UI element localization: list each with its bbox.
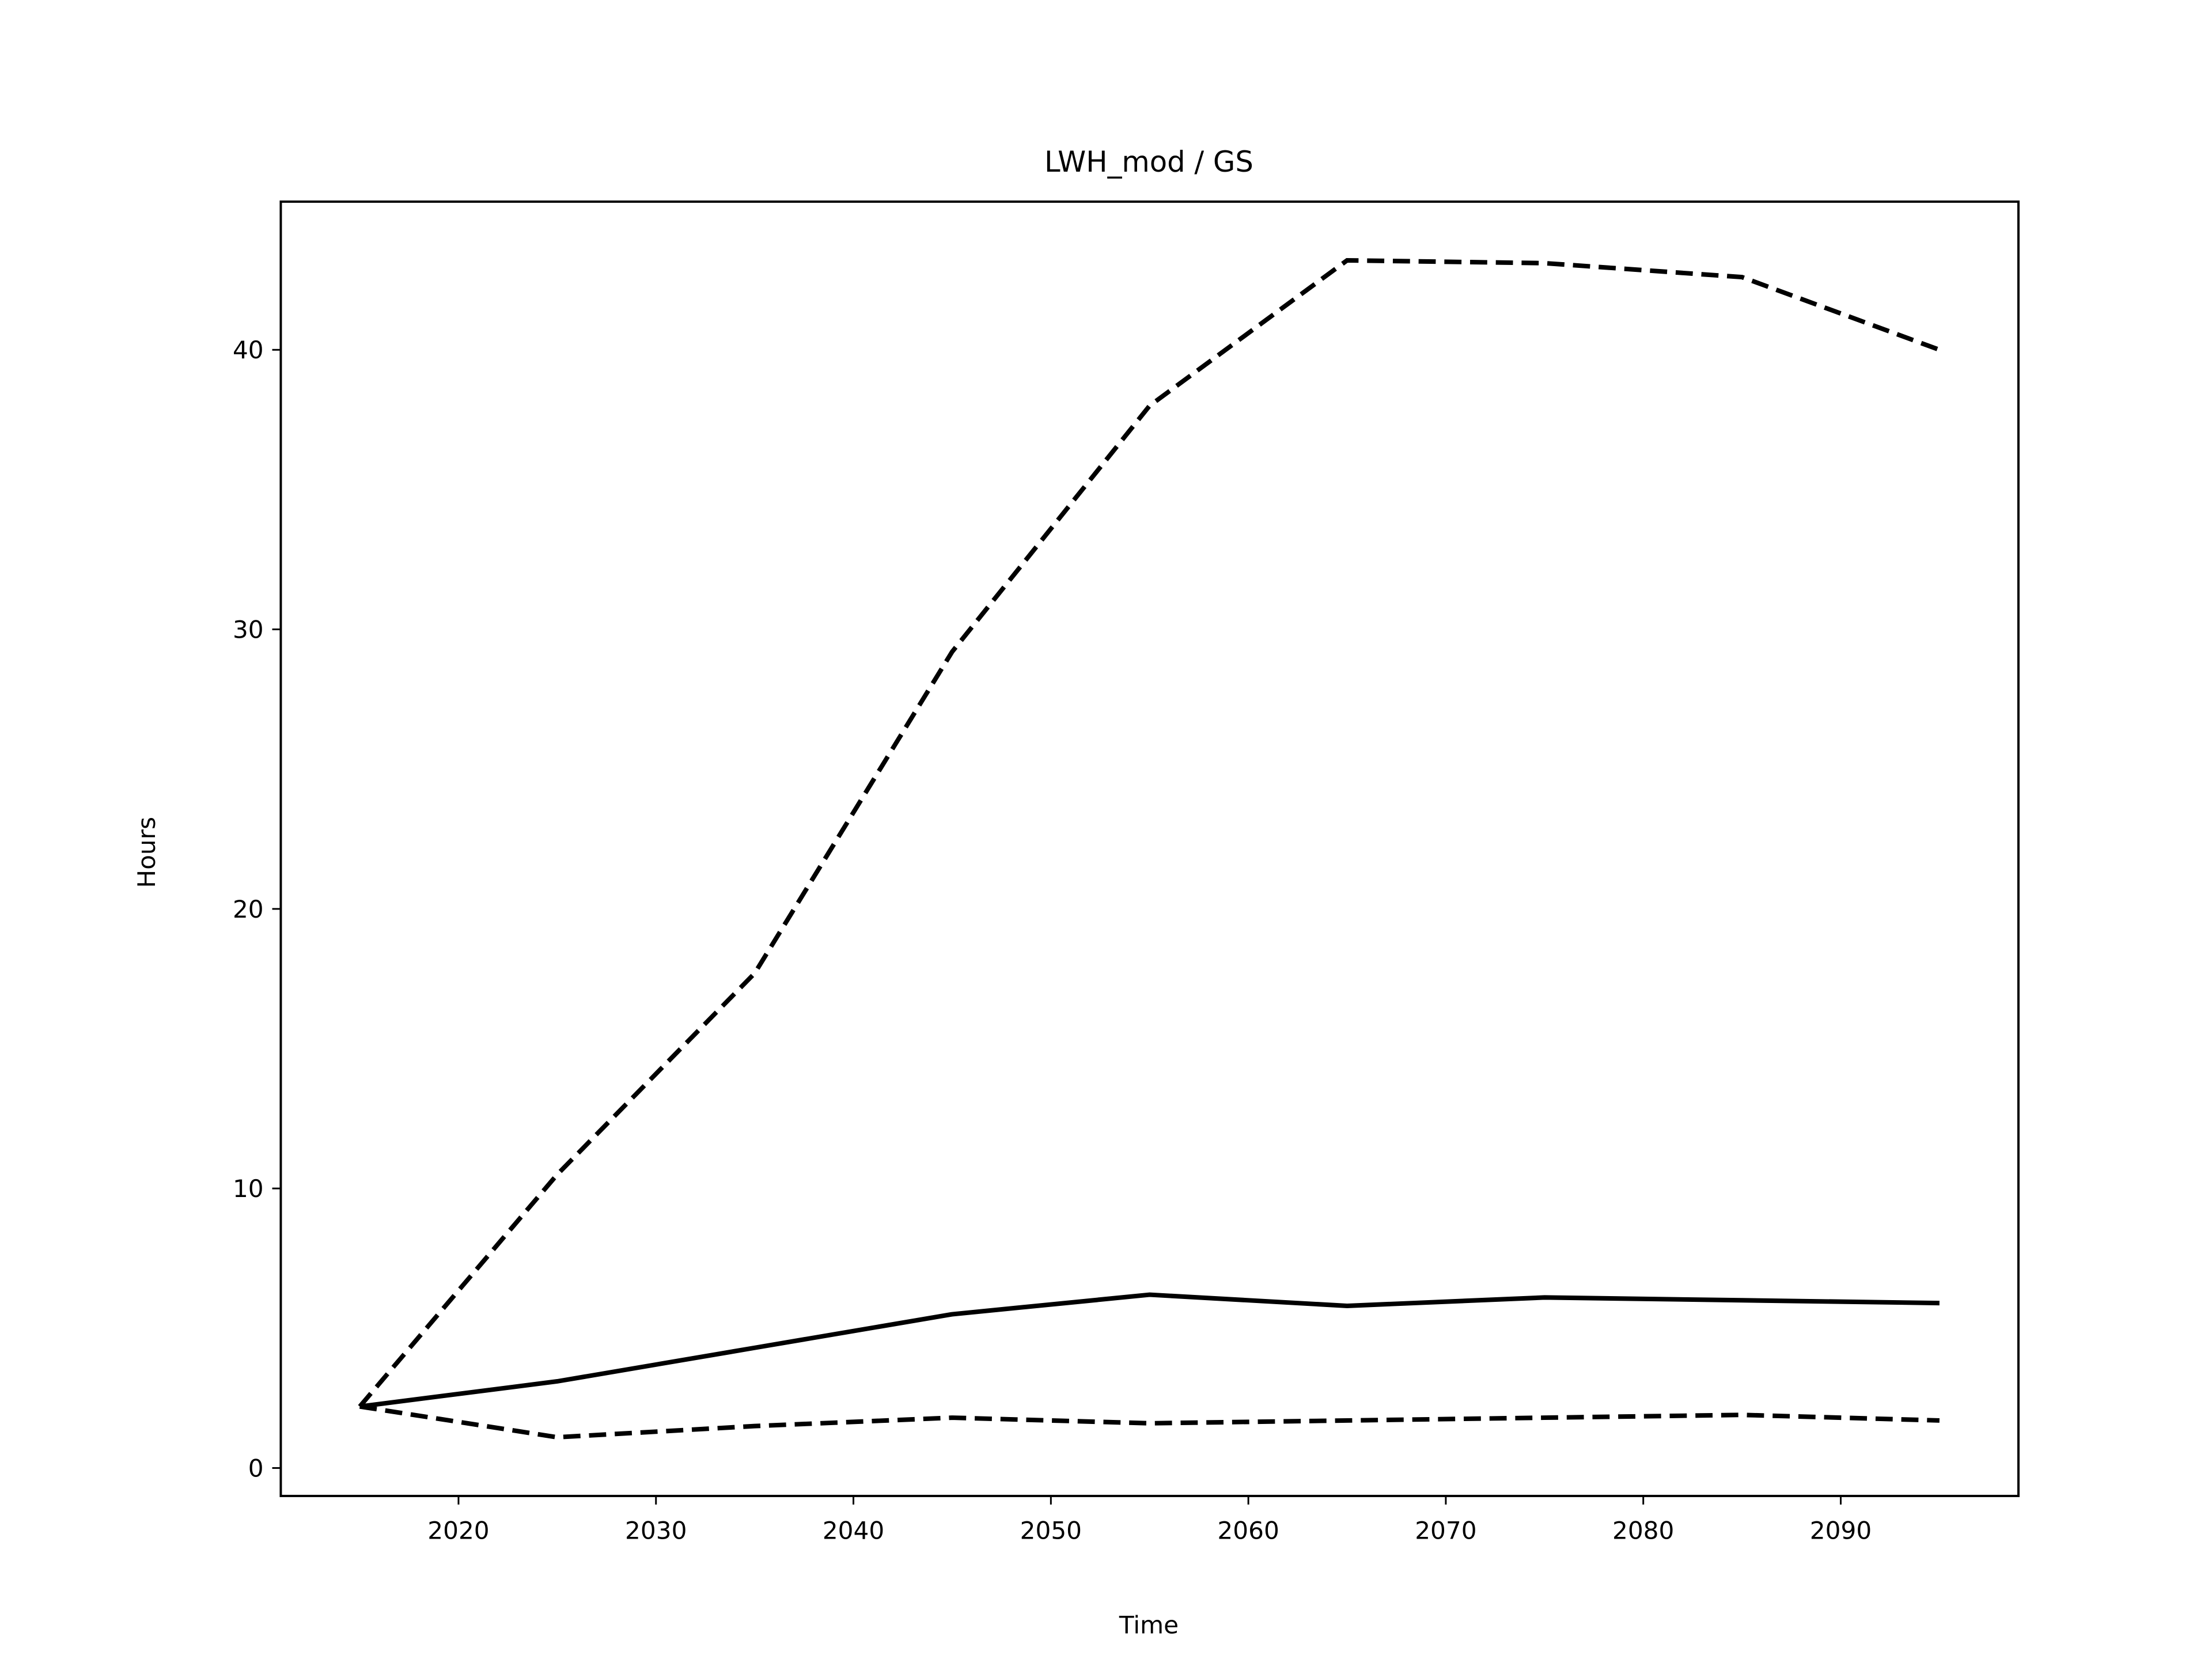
line-series xyxy=(358,257,1941,1408)
y-tick-label: 10 xyxy=(233,1175,264,1203)
y-tick-label: 40 xyxy=(233,336,264,364)
x-tick-label: 2080 xyxy=(1612,1516,1674,1544)
line-series xyxy=(359,1292,1940,1409)
y-tick-label: 0 xyxy=(248,1454,264,1482)
chart-title: LWH_mod / GS xyxy=(1044,145,1253,179)
y-tick-label: 30 xyxy=(233,615,264,643)
plot-frame xyxy=(279,200,2020,1497)
y-axis-label: Hours xyxy=(132,817,161,888)
x-tick-label: 2090 xyxy=(1810,1516,1872,1544)
line-series xyxy=(359,1404,1940,1440)
x-tick-label: 2030 xyxy=(625,1516,687,1544)
x-tick-label: 2020 xyxy=(427,1516,489,1544)
x-tick-label: 2040 xyxy=(823,1516,884,1544)
x-tick-label: 2060 xyxy=(1217,1516,1279,1544)
x-tick-label: 2070 xyxy=(1415,1516,1476,1544)
x-tick-label: 2050 xyxy=(1020,1516,1082,1544)
y-tick-label: 20 xyxy=(233,895,264,923)
x-axis-label: Time xyxy=(1119,1611,1179,1639)
